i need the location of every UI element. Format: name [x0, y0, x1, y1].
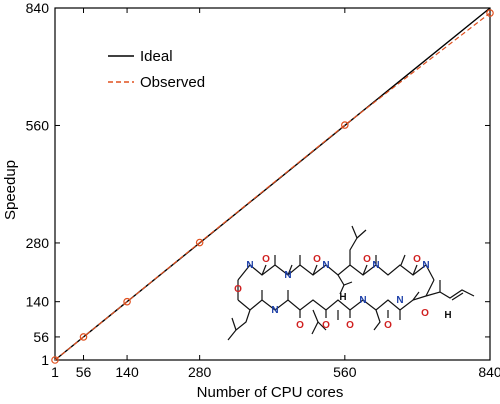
svg-text:O: O: [413, 254, 421, 265]
svg-text:O: O: [234, 284, 242, 295]
y-tick-label: 1: [41, 352, 49, 368]
svg-text:H: H: [444, 310, 451, 321]
svg-text:N: N: [246, 260, 253, 271]
x-axis-title: Number of CPU cores: [197, 384, 344, 401]
legend: Ideal Observed: [108, 48, 205, 91]
x-tick-label: 840: [478, 364, 500, 380]
molecule-structure-inset: [227, 225, 475, 341]
x-tick-label: 140: [115, 364, 139, 380]
x-tick-label: 280: [188, 364, 212, 380]
y-tick-label: 56: [33, 329, 49, 345]
x-axis: 1 56 140 280 560 840: [51, 8, 500, 380]
series-line-observed: [54, 12, 491, 361]
observed-point: [79, 333, 88, 341]
svg-text:N: N: [372, 260, 379, 271]
y-tick-label: 560: [26, 117, 50, 133]
svg-text:N: N: [422, 260, 429, 271]
series-line-ideal: [54, 7, 491, 361]
svg-text:O: O: [262, 254, 270, 265]
svg-text:H: H: [339, 292, 346, 303]
legend-label-observed: Observed: [140, 74, 205, 91]
svg-text:N: N: [322, 260, 329, 271]
y-tick-label: 840: [26, 0, 50, 16]
svg-text:O: O: [322, 320, 330, 331]
observed-point: [51, 356, 59, 364]
svg-text:O: O: [346, 320, 354, 331]
svg-text:N: N: [359, 295, 366, 306]
svg-text:O: O: [313, 254, 321, 265]
observed-point: [341, 121, 349, 129]
plot-border: [54, 7, 491, 361]
observed-point: [486, 9, 494, 17]
y-axis: 1 56 140 280 560 840: [26, 0, 490, 368]
y-axis-title: Speedup: [2, 160, 19, 220]
svg-text:O: O: [296, 320, 304, 331]
svg-text:O: O: [384, 320, 392, 331]
x-tick-label: 56: [76, 364, 92, 380]
svg-text:O: O: [421, 308, 429, 319]
plot-frame: [54, 7, 491, 361]
svg-text:N: N: [284, 270, 291, 281]
y-tick-label: 280: [26, 235, 50, 251]
observed-point: [123, 297, 131, 306]
observed-point: [195, 238, 204, 247]
x-tick-label: 560: [333, 364, 357, 380]
molecule-atoms: N N N N N N N N O O O O O O O O O O H H: [234, 254, 452, 331]
series-layer: [51, 7, 494, 364]
svg-text:O: O: [363, 254, 371, 265]
svg-text:N: N: [271, 305, 278, 316]
x-tick-label: 1: [51, 364, 59, 380]
y-tick-label: 140: [26, 294, 50, 310]
svg-text:N: N: [396, 295, 403, 306]
legend-label-ideal: Ideal: [140, 48, 173, 65]
